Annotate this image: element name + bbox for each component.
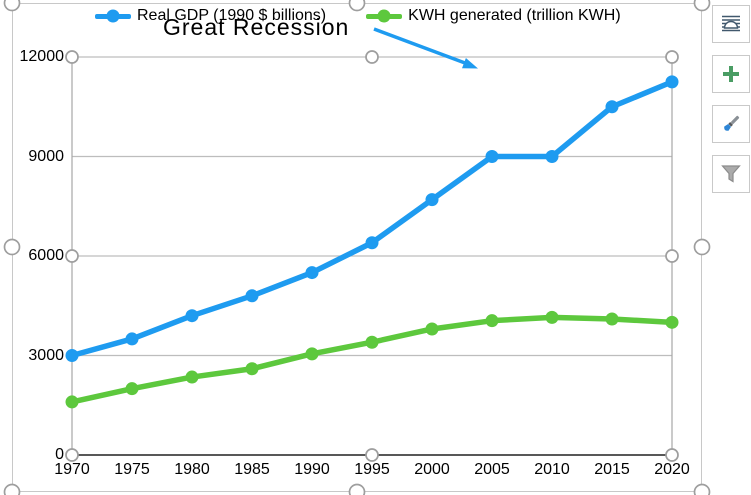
- x-axis-label: 1980: [174, 461, 210, 478]
- chart-styles-brush-icon: [724, 115, 740, 131]
- plot-selection-handle[interactable]: [65, 249, 79, 263]
- data-point[interactable]: [425, 193, 439, 207]
- data-point[interactable]: [605, 100, 619, 114]
- data-point[interactable]: [125, 382, 139, 396]
- x-axis-label: 2005: [474, 461, 510, 478]
- data-point[interactable]: [125, 332, 139, 346]
- legend-label: KWH generated (trillion KWH): [408, 7, 621, 24]
- plot-selection-handle[interactable]: [665, 249, 679, 263]
- frame-selection-handle[interactable]: [348, 0, 366, 12]
- frame-selection-handle[interactable]: [3, 238, 21, 256]
- data-point[interactable]: [305, 347, 319, 361]
- data-point[interactable]: [245, 362, 259, 376]
- annotation-textbox[interactable]: Great Recession: [163, 14, 350, 40]
- legend-item-kwh[interactable]: KWH generated (trillion KWH): [366, 7, 621, 25]
- data-point[interactable]: [485, 150, 499, 163]
- chart-styles-button[interactable]: [712, 105, 750, 143]
- plot-selection-handle[interactable]: [65, 448, 79, 462]
- frame-selection-handle[interactable]: [693, 0, 711, 12]
- data-point[interactable]: [65, 395, 79, 409]
- data-point[interactable]: [365, 236, 379, 250]
- legend-item-real-gdp[interactable]: Real GDP (1990 $ billions): [95, 7, 326, 25]
- data-point[interactable]: [245, 289, 259, 303]
- data-point[interactable]: [545, 310, 559, 324]
- plot-selection-handle[interactable]: [665, 448, 679, 462]
- plot-selection-handle[interactable]: [65, 50, 79, 64]
- annotation-arrowhead-icon: [462, 58, 478, 69]
- plot-selection-handle[interactable]: [365, 50, 379, 64]
- frame-selection-handle[interactable]: [3, 0, 21, 12]
- data-point[interactable]: [65, 349, 79, 362]
- layout-options-icon: [722, 15, 740, 32]
- chart-elements-button[interactable]: [712, 55, 750, 93]
- y-axis-label: 6000: [28, 247, 64, 264]
- x-axis-label: 1985: [234, 461, 270, 478]
- chart-filters-button[interactable]: [712, 155, 750, 193]
- x-axis-label: 2010: [534, 461, 570, 478]
- y-axis-label: 3000: [28, 346, 64, 364]
- legend-label: Real GDP (1990 $ billions): [137, 7, 327, 24]
- x-axis-label: 1970: [54, 461, 90, 478]
- annotation-arrow[interactable]: [373, 27, 466, 65]
- data-point[interactable]: [485, 314, 499, 328]
- frame-selection-handle[interactable]: [693, 238, 711, 256]
- layout-options-button[interactable]: [712, 5, 750, 43]
- legend-marker-line-dot-icon: [95, 9, 131, 23]
- data-point[interactable]: [665, 75, 679, 89]
- x-axis-label: 1990: [294, 461, 330, 478]
- data-point[interactable]: [545, 150, 559, 163]
- data-point[interactable]: [185, 309, 199, 323]
- x-axis-label: 2000: [414, 461, 450, 478]
- y-axis-label: 12000: [19, 48, 65, 65]
- x-axis-label: 2015: [594, 461, 630, 478]
- data-point[interactable]: [605, 312, 619, 326]
- frame-selection-handle[interactable]: [348, 483, 366, 495]
- plot-selection-handle[interactable]: [665, 50, 679, 64]
- x-axis-label: 1995: [354, 461, 390, 478]
- legend-marker-line-dot-icon: [366, 9, 403, 23]
- y-axis-label: 9000: [28, 147, 64, 165]
- plot-selection-handle[interactable]: [365, 448, 379, 462]
- x-axis-label: 2020: [654, 461, 690, 478]
- data-point[interactable]: [185, 370, 199, 384]
- data-point[interactable]: [365, 335, 379, 349]
- data-point[interactable]: [665, 315, 679, 329]
- x-axis-label: 1975: [114, 461, 150, 478]
- chart-legend[interactable]: Real GDP (1990 $ billions) KWH generated…: [95, 7, 621, 25]
- legend-marker-dot-icon: [377, 9, 391, 23]
- legend-marker-dot-icon: [106, 9, 120, 23]
- y-axis-label: 0: [55, 446, 64, 463]
- series-line-0[interactable]: [69, 79, 675, 359]
- chart-filters-funnel-icon: [721, 165, 741, 183]
- data-point[interactable]: [305, 266, 319, 280]
- chart-elements-plus-icon: [723, 66, 739, 82]
- frame-selection-handle[interactable]: [3, 483, 21, 495]
- frame-selection-handle[interactable]: [693, 483, 711, 495]
- data-point[interactable]: [425, 322, 439, 336]
